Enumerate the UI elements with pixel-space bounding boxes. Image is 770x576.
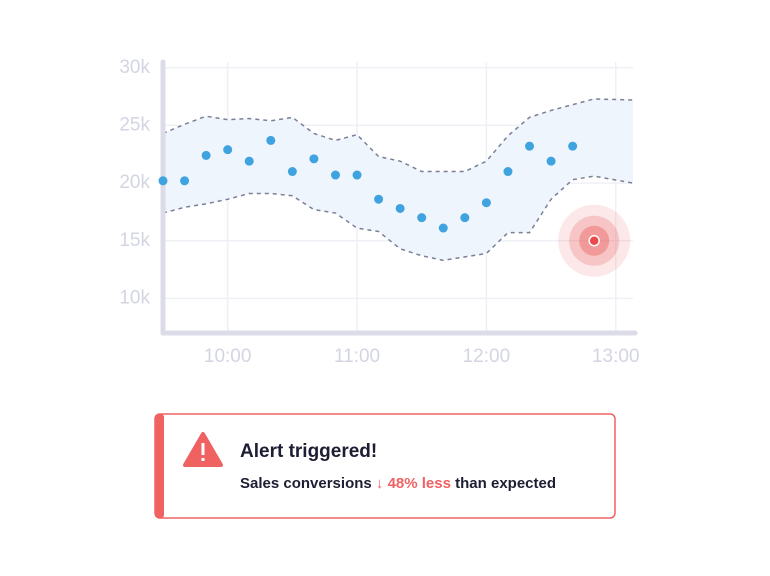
y-tick-label: 15k xyxy=(119,230,150,251)
point xyxy=(374,194,384,204)
point xyxy=(201,150,211,160)
message-start: Sales conversions xyxy=(240,475,372,492)
alert-message: Sales conversions ↓ 48% less than expect… xyxy=(240,475,556,492)
band-lower-line xyxy=(162,175,634,262)
anomaly-point xyxy=(588,234,600,247)
y-tick-label: 10k xyxy=(119,287,150,308)
y-tick-label: 20k xyxy=(119,172,150,193)
point xyxy=(309,154,319,164)
point xyxy=(158,176,168,186)
y-tick-label: 25k xyxy=(119,114,150,135)
point xyxy=(568,141,578,151)
point xyxy=(223,145,233,155)
band-fill xyxy=(163,98,633,261)
chart: 10k 15k 20k 25k 30k 10:00 11:00 12:00 13:00 xyxy=(119,57,639,367)
point xyxy=(460,213,470,223)
warning-icon-bar xyxy=(201,443,205,455)
point xyxy=(266,135,276,145)
card-accent xyxy=(155,414,164,518)
message-highlight: ↓ 48% less xyxy=(376,475,451,492)
point xyxy=(438,223,448,233)
message-end: than expected xyxy=(455,475,556,492)
point xyxy=(481,198,491,208)
point xyxy=(244,156,254,166)
point xyxy=(352,170,362,180)
point xyxy=(395,203,405,213)
warning-icon-dot xyxy=(201,458,205,461)
point xyxy=(546,156,556,166)
x-tick-label: 12:00 xyxy=(463,346,511,367)
point xyxy=(287,167,297,177)
point xyxy=(330,170,340,180)
x-tick-label: 10:00 xyxy=(204,346,252,367)
x-tick-label: 11:00 xyxy=(334,346,380,367)
alert-title: Alert triggered! xyxy=(240,441,377,462)
x-tick-label: 13:00 xyxy=(592,346,640,367)
point xyxy=(525,141,535,151)
point xyxy=(180,176,190,186)
y-tick-label: 30k xyxy=(119,57,150,78)
card-box xyxy=(154,413,616,519)
point xyxy=(503,167,513,177)
alert-card: Alert triggered! Sales conversions ↓ 48%… xyxy=(154,413,616,519)
point xyxy=(417,213,427,223)
